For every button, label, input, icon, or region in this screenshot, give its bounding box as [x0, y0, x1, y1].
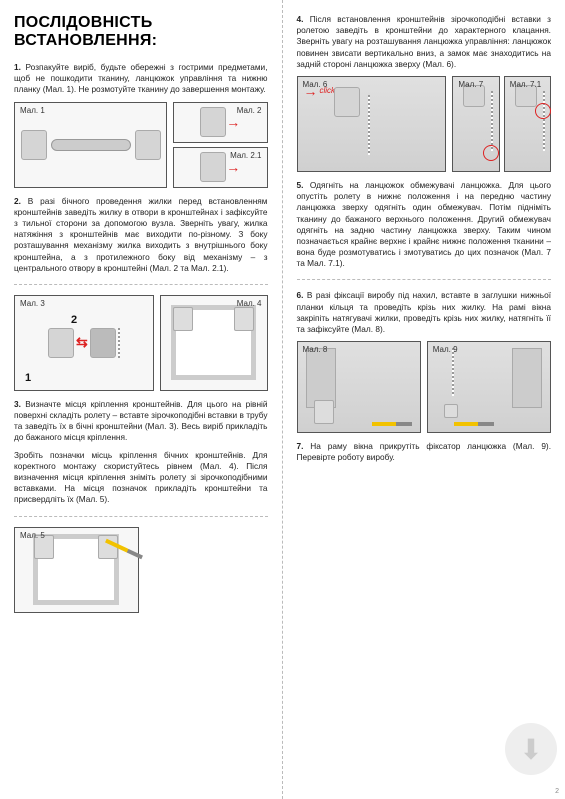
figure-2-label: Мал. 2: [237, 106, 262, 115]
figure-7-label: Мал. 7: [458, 80, 483, 89]
figure-4: Мал. 4: [160, 295, 268, 391]
callout-1: 1: [25, 372, 31, 384]
arrow-icon: →: [226, 159, 240, 175]
figure-4-label: Мал. 4: [237, 299, 262, 308]
page-number: 2: [555, 788, 559, 795]
figure-7-1: Мал. 7.1: [504, 76, 551, 172]
figure-8-label: Мал. 8: [303, 345, 328, 354]
figure-7: Мал. 7: [452, 76, 499, 172]
figure-1-label: Мал. 1: [20, 106, 45, 115]
step-1-text: 1. Розпакуйте виріб, будьте обережні з г…: [14, 62, 268, 96]
right-column: 4. Після встановлення кронштейнів зірочк…: [283, 0, 565, 799]
figure-5: Мал. 5: [14, 527, 139, 613]
callout-2: 2: [71, 314, 77, 326]
figure-3-label: Мал. 3: [20, 299, 45, 308]
step-3a-text: 3. Визначте місця кріплення кронштейнів.…: [14, 399, 268, 444]
figure-7-1-label: Мал. 7.1: [510, 80, 541, 89]
figure-6: Мал. 6 → click: [297, 76, 447, 172]
figure-5-label: Мал. 5: [20, 531, 45, 540]
step-7-num: 7.: [297, 441, 304, 451]
figure-1: Мал. 1: [14, 102, 167, 188]
step-7-text: 7. На раму вікна прикрутіть фіксатор лан…: [297, 441, 552, 463]
step-1-num: 1.: [14, 62, 21, 72]
step-5-text: 5. Одягніть на ланцюжок обмежувачі ланцю…: [297, 180, 552, 270]
step-3-num: 3.: [14, 399, 21, 409]
step-6-text: 6. В разі фіксації виробу під нахил, вст…: [297, 290, 552, 335]
figure-9-label: Мал. 9: [433, 345, 458, 354]
figure-2-1: Мал. 2.1 →: [173, 147, 267, 188]
figure-9: Мал. 9: [427, 341, 551, 433]
arrow-icon: →: [226, 114, 240, 130]
step-2-num: 2.: [14, 196, 21, 206]
left-column: ПОСЛІДОВНІСТЬ ВСТАНОВЛЕННЯ: 1. Розпакуйт…: [0, 0, 283, 799]
page-title: ПОСЛІДОВНІСТЬ ВСТАНОВЛЕННЯ:: [14, 14, 268, 50]
figure-2-1-label: Мал. 2.1: [230, 151, 261, 160]
arrow-icon: ⇆: [76, 334, 88, 351]
step-2-text: 2. В разі бічного проведення жилки перед…: [14, 196, 268, 274]
figure-3: Мал. 3 ⇆ 1 2: [14, 295, 154, 391]
step-3b-text: Зробіть позначки місць кріплення бічних …: [14, 450, 268, 506]
divider: [14, 284, 268, 285]
step-4-num: 4.: [297, 14, 304, 24]
step-5-num: 5.: [297, 180, 304, 190]
figure-6-label: Мал. 6: [303, 80, 328, 89]
figure-8: Мал. 8: [297, 341, 421, 433]
watermark-icon: ⬇: [505, 723, 557, 775]
figure-2: Мал. 2 →: [173, 102, 267, 143]
step-4-text: 4. Після встановлення кронштейнів зірочк…: [297, 14, 552, 70]
step-6-num: 6.: [297, 290, 304, 300]
divider: [14, 516, 268, 517]
divider: [297, 279, 552, 280]
